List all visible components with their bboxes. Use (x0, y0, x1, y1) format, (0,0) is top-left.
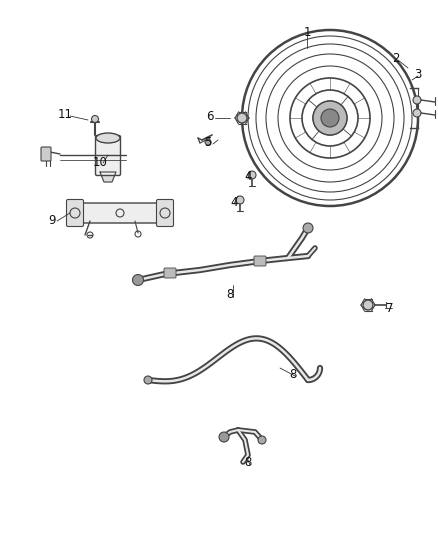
Circle shape (413, 96, 421, 104)
Text: 5: 5 (204, 135, 212, 149)
Text: 4: 4 (230, 196, 238, 208)
Circle shape (205, 139, 211, 145)
Circle shape (133, 274, 144, 286)
Circle shape (92, 116, 99, 123)
Text: 8: 8 (226, 288, 234, 302)
Text: 3: 3 (414, 68, 422, 80)
Circle shape (144, 376, 152, 384)
Circle shape (219, 432, 229, 442)
FancyBboxPatch shape (164, 268, 176, 278)
Text: 6: 6 (206, 109, 214, 123)
Ellipse shape (96, 133, 120, 143)
Text: 7: 7 (386, 302, 394, 314)
Circle shape (236, 196, 244, 204)
FancyBboxPatch shape (156, 199, 173, 227)
Text: 8: 8 (290, 367, 297, 381)
Circle shape (413, 109, 421, 117)
Text: 4: 4 (244, 171, 252, 183)
Circle shape (363, 300, 373, 310)
FancyBboxPatch shape (41, 147, 51, 161)
Text: 2: 2 (392, 52, 400, 64)
Text: 9: 9 (48, 214, 56, 228)
Text: 8: 8 (244, 456, 252, 470)
FancyBboxPatch shape (254, 256, 266, 266)
Text: 10: 10 (92, 156, 107, 168)
FancyBboxPatch shape (67, 199, 84, 227)
Circle shape (248, 171, 256, 179)
Text: 1: 1 (303, 26, 311, 38)
Circle shape (303, 223, 313, 233)
Circle shape (237, 113, 247, 123)
Circle shape (313, 101, 347, 135)
Circle shape (321, 109, 339, 127)
FancyBboxPatch shape (76, 203, 164, 223)
Polygon shape (100, 172, 116, 182)
Text: 11: 11 (57, 109, 73, 122)
FancyBboxPatch shape (95, 135, 120, 175)
Circle shape (258, 436, 266, 444)
